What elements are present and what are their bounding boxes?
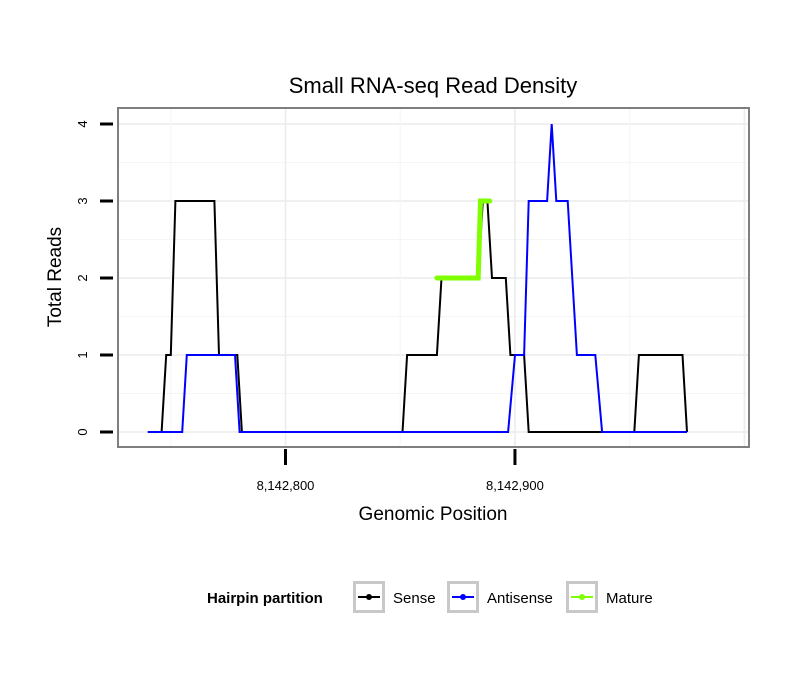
legend: Hairpin partition Sense Antisense Mature [207, 581, 653, 613]
x-axis-title: Genomic Position [359, 504, 508, 525]
legend-title: Hairpin partition [207, 590, 323, 607]
x-tick-label: 8,142,900 [486, 478, 544, 493]
x-tick-label: 8,142,800 [257, 478, 315, 493]
axis-layer: 0 1 2 3 4 8,142,800 8,142,900 [75, 120, 544, 493]
plot-panel-border [117, 107, 750, 448]
y-tick-label: 3 [75, 197, 90, 204]
y-tick-label: 0 [75, 428, 90, 435]
chart-title: Small RNA-seq Read Density [289, 73, 578, 98]
legend-label-mature: Mature [606, 590, 653, 607]
legend-key-point [460, 594, 466, 600]
legend-key-point [366, 594, 372, 600]
legend-key-point [579, 594, 585, 600]
series-line-antisense [147, 123, 687, 433]
y-tick-label: 2 [75, 274, 90, 281]
series-line-mature [434, 198, 493, 281]
y-tick-label: 1 [75, 351, 90, 358]
legend-label-antisense: Antisense [487, 590, 553, 607]
y-tick-label: 4 [75, 120, 90, 127]
y-axis-title: Total Reads [45, 227, 66, 327]
series-layer [147, 123, 688, 433]
legend-label-sense: Sense [393, 590, 436, 607]
